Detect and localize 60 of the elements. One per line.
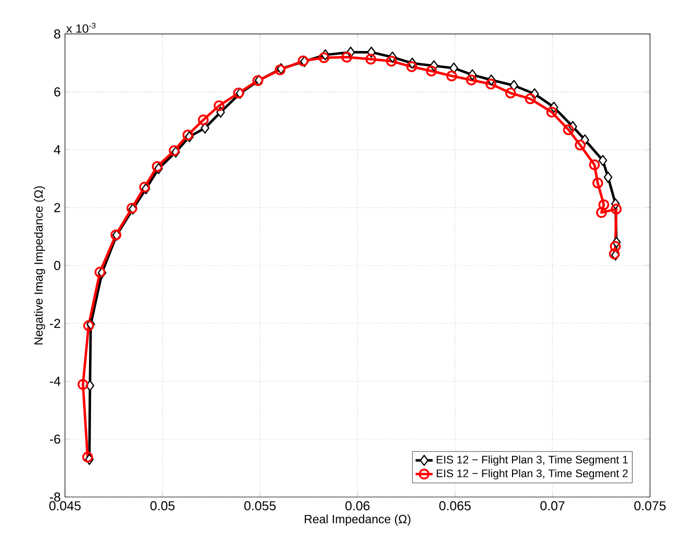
point: [505, 88, 516, 98]
point: [608, 248, 620, 260]
point: [82, 452, 94, 462]
legend-label: EIS 12 − Flight Plan 3, Time Segment 2: [436, 469, 628, 480]
point: [598, 199, 610, 210]
point: [596, 207, 607, 218]
point: [589, 159, 600, 170]
point: [386, 56, 397, 67]
y-tick-label: 4: [54, 145, 60, 154]
legend-label: EIS 12 − Flight Plan 3, Time Segment 1: [436, 455, 628, 466]
point: [365, 54, 376, 65]
point: [466, 74, 477, 86]
point: [446, 70, 458, 82]
point: [604, 172, 612, 183]
point: [83, 320, 94, 332]
y-tick-label: -2: [50, 318, 60, 328]
point: [450, 62, 458, 74]
y-tick-label: 0: [54, 260, 60, 270]
y-tick-label: 6: [54, 87, 60, 96]
point: [546, 106, 558, 118]
y-tick-label: 2: [54, 203, 60, 212]
x-axis-title: Real Impedance (Ω): [304, 514, 410, 526]
point: [598, 154, 608, 166]
x-tick-label: 0.07: [540, 501, 564, 510]
point: [233, 88, 244, 98]
y-tick-label: -8: [50, 492, 60, 502]
point: [610, 204, 622, 214]
point: [592, 178, 604, 188]
x-tick-label: 0.055: [244, 501, 276, 510]
x-tick-label: 0.045: [49, 501, 81, 510]
point: [252, 75, 264, 86]
point: [318, 52, 330, 64]
point: [426, 66, 437, 76]
point: [78, 379, 88, 390]
text: x 10$^{-3}$: [66, 22, 96, 33]
point: [214, 100, 224, 112]
point: [341, 52, 352, 63]
x-tick-label: 0.05: [150, 501, 175, 510]
point: [486, 78, 496, 90]
point: [168, 145, 180, 156]
point: [94, 266, 106, 278]
point: [139, 182, 150, 192]
point: [510, 80, 518, 92]
y-tick-label: -4: [50, 376, 60, 386]
point: [152, 161, 163, 172]
point: [524, 93, 536, 104]
point: [610, 241, 621, 252]
y-axis-title: Negative Imag Impedance (Ω): [34, 186, 46, 344]
y-tick-label: 8: [54, 29, 60, 39]
point: [198, 114, 209, 126]
point: [182, 130, 194, 140]
point: [406, 61, 418, 72]
x-tick-label: 0.075: [634, 501, 666, 510]
point: [563, 124, 574, 136]
x-tick-label: 0.065: [439, 501, 471, 510]
y-tick-label: -6: [50, 434, 60, 444]
point: [200, 122, 210, 134]
x-tick-label: 0.06: [345, 501, 370, 510]
point: [574, 140, 586, 150]
point: [298, 56, 308, 66]
